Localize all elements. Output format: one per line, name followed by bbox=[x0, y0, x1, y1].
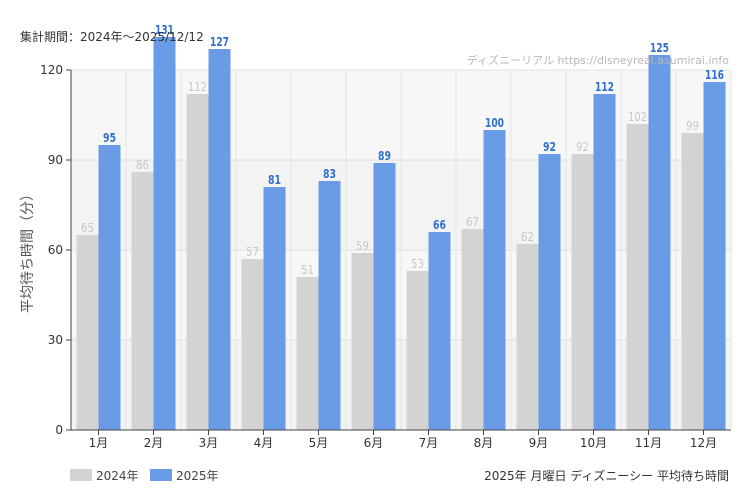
bar-2024 bbox=[516, 244, 539, 430]
bar-2024 bbox=[461, 229, 484, 430]
data-label-2025: 131 bbox=[155, 23, 174, 37]
x-tick-label: 12月 bbox=[690, 436, 717, 450]
bar-2025 bbox=[593, 94, 616, 430]
y-tick-label: 60 bbox=[48, 243, 63, 257]
bar-2025 bbox=[318, 181, 341, 430]
x-tick-label: 4月 bbox=[254, 436, 274, 450]
x-tick-label: 6月 bbox=[364, 436, 384, 450]
bar-2024 bbox=[131, 172, 154, 430]
data-label-2025: 92 bbox=[543, 140, 556, 154]
bar-2025 bbox=[648, 55, 671, 430]
x-tick-label: 3月 bbox=[199, 436, 219, 450]
legend-label-2025: 2025年 bbox=[176, 469, 219, 483]
data-label-2024: 62 bbox=[521, 230, 534, 244]
bar-2024 bbox=[571, 154, 594, 430]
data-label-2024: 57 bbox=[246, 245, 259, 259]
grid-lines bbox=[70, 69, 732, 430]
data-label-2024: 51 bbox=[301, 263, 314, 277]
data-label-2024: 86 bbox=[136, 158, 149, 172]
bar-2025 bbox=[538, 154, 561, 430]
legend-swatch-2025 bbox=[150, 469, 172, 481]
bar-2025 bbox=[703, 82, 726, 430]
bar-2024 bbox=[76, 235, 99, 430]
data-labels: 65 95 86 131 112 127 57 81 51 83 59 89 53 66 67 100 62 92… bbox=[81, 23, 724, 277]
data-label-2024: 99 bbox=[686, 119, 699, 133]
bar-2024 bbox=[626, 124, 649, 430]
x-tick-labels: 1月 2月 3月 4月 5月 6月 7月 8月 9月 10月 11月 12月 bbox=[89, 430, 717, 450]
bar-2024 bbox=[241, 259, 264, 430]
y-tick-label: 30 bbox=[48, 333, 63, 347]
period-label: 集計期間：2024年～2025/12/12 bbox=[20, 29, 204, 44]
legend: 2024年 2025年 bbox=[70, 469, 219, 483]
y-tick-label: 120 bbox=[40, 63, 63, 77]
data-label-2025: 81 bbox=[268, 173, 281, 187]
data-label-2025: 125 bbox=[650, 41, 669, 55]
y-tick-labels: 0 30 60 90 120 bbox=[40, 63, 71, 437]
data-label-2024: 65 bbox=[81, 221, 94, 235]
data-label-2024: 112 bbox=[188, 80, 207, 94]
x-tick-label: 9月 bbox=[529, 436, 549, 450]
x-tick-label: 10月 bbox=[580, 436, 607, 450]
data-label-2024: 102 bbox=[628, 110, 647, 124]
bars bbox=[76, 37, 726, 430]
bar-2024 bbox=[296, 277, 319, 430]
bar-2024 bbox=[351, 253, 374, 430]
bar-2025 bbox=[153, 37, 176, 430]
bar-2025 bbox=[263, 187, 286, 430]
data-label-2025: 83 bbox=[323, 167, 336, 181]
bar-2024 bbox=[681, 133, 704, 430]
footer-title: 2025年 月曜日 ディズニーシー 平均待ち時間 bbox=[484, 468, 729, 483]
y-axis-label: 平均待ち時間（分） bbox=[20, 187, 36, 313]
data-label-2025: 116 bbox=[705, 68, 724, 82]
data-label-2024: 67 bbox=[466, 215, 479, 229]
data-label-2025: 100 bbox=[485, 116, 504, 130]
y-tick-label: 90 bbox=[48, 153, 63, 167]
data-label-2025: 66 bbox=[433, 218, 446, 232]
data-label-2024: 92 bbox=[576, 140, 589, 154]
bar-2024 bbox=[186, 94, 209, 430]
x-tick-label: 11月 bbox=[635, 436, 662, 450]
x-tick-label: 2月 bbox=[144, 436, 164, 450]
watermark: ディズニーリアル https://disneyreal.asumirai.inf… bbox=[467, 53, 729, 67]
bar-2025 bbox=[373, 163, 396, 430]
bar-2025 bbox=[208, 49, 231, 430]
data-label-2024: 59 bbox=[356, 239, 369, 253]
data-label-2025: 112 bbox=[595, 80, 614, 94]
x-tick-label: 5月 bbox=[309, 436, 329, 450]
data-label-2024: 53 bbox=[411, 257, 424, 271]
legend-swatch-2024 bbox=[70, 469, 92, 481]
bar-2025 bbox=[98, 145, 121, 430]
x-tick-label: 8月 bbox=[474, 436, 494, 450]
bar-2025 bbox=[428, 232, 451, 430]
y-tick-label: 0 bbox=[55, 423, 63, 437]
data-label-2025: 95 bbox=[103, 131, 116, 145]
data-label-2025: 89 bbox=[378, 149, 391, 163]
bar-2025 bbox=[483, 130, 506, 430]
x-tick-label: 1月 bbox=[89, 436, 109, 450]
data-label-2025: 127 bbox=[210, 35, 229, 49]
legend-label-2024: 2024年 bbox=[96, 469, 139, 483]
bar-2024 bbox=[406, 271, 429, 430]
x-tick-label: 7月 bbox=[419, 436, 439, 450]
